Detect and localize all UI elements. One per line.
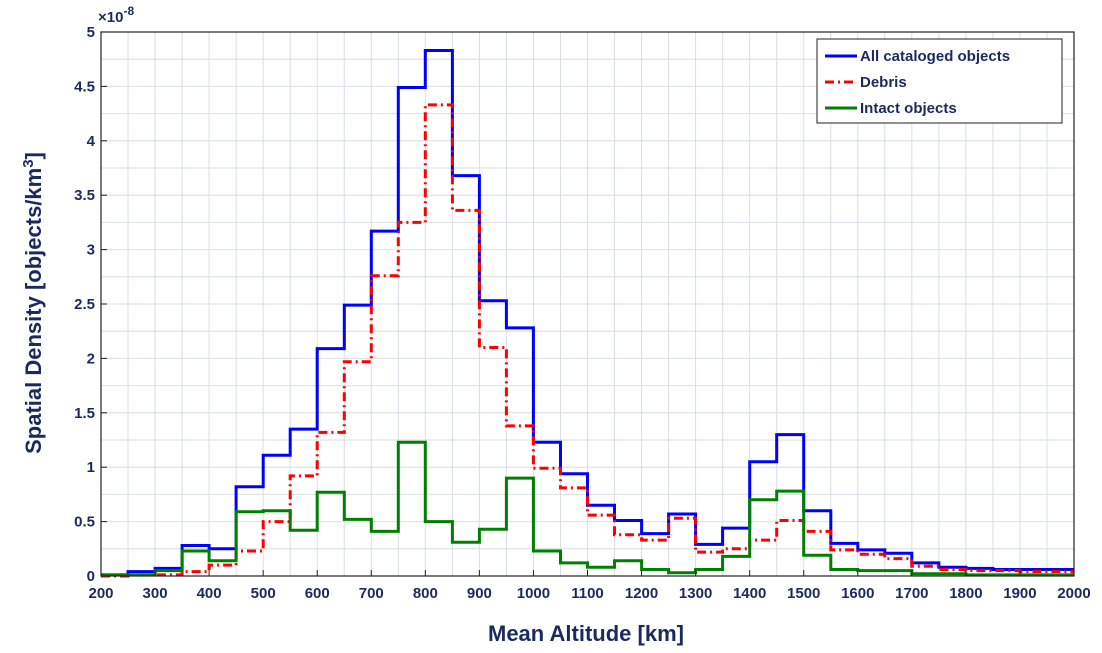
x-axis-ticks: 200 300 400 500 600 700 800 900 1000 1100 1200 1300…: [88, 570, 1091, 602]
legend-box: [816, 38, 1063, 124]
y-tick-label: 1: [87, 459, 95, 476]
series-layer: [101, 49, 1074, 578]
x-tick-label: 800: [413, 585, 438, 602]
y-multiplier: ×10-8: [98, 4, 134, 26]
x-tick-label: 1300: [679, 585, 712, 602]
y-tick-label: 2: [87, 350, 95, 367]
legend-label: Debris: [860, 74, 907, 91]
y-axis-label-superscript: 3: [20, 159, 37, 167]
y-tick-label: 3.5: [74, 187, 95, 204]
y-tick-label: 0: [87, 568, 95, 585]
x-tick-label: 1700: [895, 585, 928, 602]
y-tick-label: 4.5: [74, 78, 95, 95]
x-tick-label: 500: [251, 585, 276, 602]
x-tick-label: 2000: [1057, 585, 1090, 602]
x-tick-label: 1100: [571, 585, 604, 602]
y-tick-label: 2.5: [74, 296, 95, 313]
x-tick-label: 1400: [733, 585, 766, 602]
x-tick-label: 1500: [787, 585, 820, 602]
y-tick-label: 3: [87, 242, 95, 259]
y-axis-label: Spatial Density [objects/km3]: [20, 152, 46, 454]
x-tick-label: 700: [359, 585, 384, 602]
y-multiplier-exponent: -8: [123, 4, 134, 18]
series-line-intact-objects: [101, 440, 1074, 577]
x-tick-label: 600: [305, 585, 330, 602]
y-tick-label: 4: [87, 133, 96, 150]
legend: All cataloged objects Debris Intact object…: [816, 38, 1063, 124]
y-tick-label: 5: [87, 24, 95, 41]
x-axis-label: Mean Altitude [km]: [488, 621, 684, 646]
x-tick-label: 1900: [1003, 585, 1036, 602]
y-axis-ticks: 0 0.5 1 1.5 2 2.5 3 3.5 4 4.5 5: [74, 24, 107, 585]
x-tick-label: 900: [467, 585, 492, 602]
x-tick-label: 1800: [949, 585, 982, 602]
x-tick-label: 400: [197, 585, 222, 602]
y-tick-label: 1.5: [74, 405, 95, 422]
series-line-all-cataloged-objects: [101, 49, 1074, 577]
y-tick-label: 0.5: [74, 514, 95, 531]
series-line-debris: [101, 103, 1074, 578]
x-tick-label: 1600: [841, 585, 874, 602]
legend-label: All cataloged objects: [860, 48, 1010, 65]
x-tick-label: 1000: [517, 585, 550, 602]
x-tick-label: 300: [143, 585, 168, 602]
legend-label: Intact objects: [860, 100, 957, 117]
x-tick-label: 1200: [625, 585, 658, 602]
x-tick-label: 200: [88, 585, 113, 602]
